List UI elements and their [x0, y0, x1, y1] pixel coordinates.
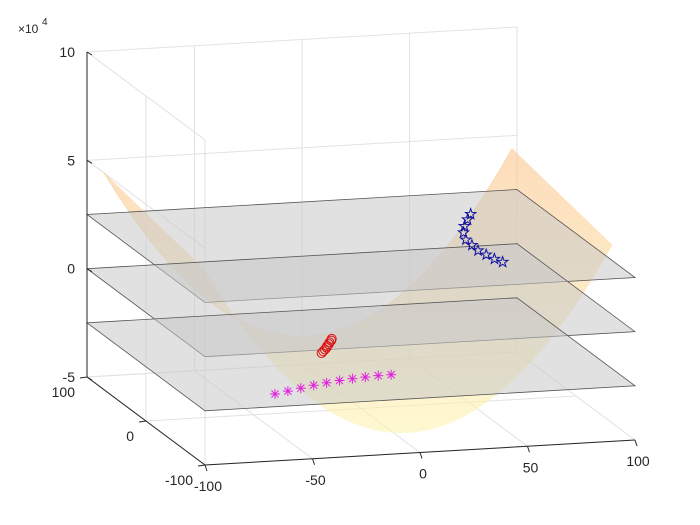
x-tick-label-1: -50 [305, 472, 325, 488]
z-tick-label-2: 5 [67, 152, 75, 168]
point-asterisk-1 [282, 386, 293, 397]
point-circle-6 [319, 344, 330, 355]
point-asterisk-2-stroke-3 [296, 384, 305, 393]
z-tick-1 [86, 268, 93, 273]
point-star-8 [487, 251, 502, 265]
z-tick-3 [86, 51, 93, 56]
chart-axes [79, 51, 638, 472]
point-star-3 [456, 225, 471, 239]
series-asterisk [270, 369, 397, 399]
z-exponent-power: 4 [42, 17, 48, 28]
x-tick-4 [634, 439, 638, 447]
point-asterisk-6 [347, 373, 358, 384]
z-exponent-label: ×10 4 [18, 17, 48, 36]
grid-line-back-z-2 [86, 134, 518, 161]
point-asterisk-5-stroke-3 [335, 376, 344, 385]
point-star-9 [495, 255, 510, 268]
point-asterisk-3 [308, 380, 319, 391]
point-circle-8 [316, 348, 327, 359]
point-asterisk-8-stroke-3 [374, 371, 383, 380]
z-tick-label-1: 0 [67, 261, 75, 277]
point-star-4 [459, 232, 473, 246]
y-tick-label-0: -100 [165, 472, 193, 488]
x-tick-0 [204, 464, 208, 472]
z-tick-0 [86, 376, 93, 381]
point-star-0 [464, 207, 478, 220]
point-asterisk-0 [270, 389, 280, 399]
point-circle-5 [321, 342, 332, 353]
x-tick-2 [419, 452, 423, 459]
z-exponent-base: ×10 [18, 22, 39, 36]
point-asterisk-0-stroke-3 [271, 390, 279, 398]
x-tick-label-0: -100 [194, 478, 222, 494]
y-tick-2 [79, 376, 88, 379]
point-circle-7 [318, 346, 329, 357]
x-tick-3 [527, 446, 530, 453]
y-tick-0 [197, 464, 206, 467]
point-star-7 [479, 247, 493, 261]
series-circle [316, 333, 337, 359]
point-asterisk-5 [334, 375, 345, 386]
point-asterisk-9-stroke-3 [387, 370, 395, 379]
point-asterisk-3-stroke-3 [309, 381, 318, 390]
point-star-2 [457, 219, 472, 232]
plane-2 [85, 297, 637, 412]
x-tick-label-4: 100 [626, 453, 650, 469]
point-asterisk-9 [386, 369, 397, 380]
grid-line-back-z-3 [86, 26, 518, 53]
point-star-6 [471, 243, 485, 257]
y-tick-label-1: 0 [126, 428, 134, 444]
point-asterisk-1-stroke-3 [284, 387, 292, 395]
point-circle-3 [323, 339, 334, 350]
x-tick-label-2: 0 [419, 466, 427, 482]
series-star [456, 207, 510, 268]
y-tick-1 [138, 420, 147, 423]
point-asterisk-4-stroke-3 [322, 378, 331, 387]
z-tick-label-0: -5 [63, 369, 76, 385]
z-tick-label-3: 10 [59, 44, 75, 60]
z-tick-2 [86, 159, 93, 164]
horizontal-planes [85, 189, 637, 412]
y-tick-label-2: 100 [52, 384, 76, 400]
point-asterisk-7-stroke-3 [361, 373, 370, 381]
point-circle-1 [326, 335, 337, 346]
x-tick-label-3: 50 [523, 459, 539, 475]
point-asterisk-4 [321, 377, 332, 388]
point-asterisk-8 [373, 370, 384, 381]
data-series [270, 207, 510, 399]
point-asterisk-7 [360, 372, 371, 383]
point-star-1 [460, 212, 475, 226]
point-asterisk-2 [295, 383, 306, 394]
x-tick-1 [312, 458, 315, 465]
point-asterisk-6-stroke-3 [348, 374, 357, 383]
point-star-5 [465, 238, 479, 251]
